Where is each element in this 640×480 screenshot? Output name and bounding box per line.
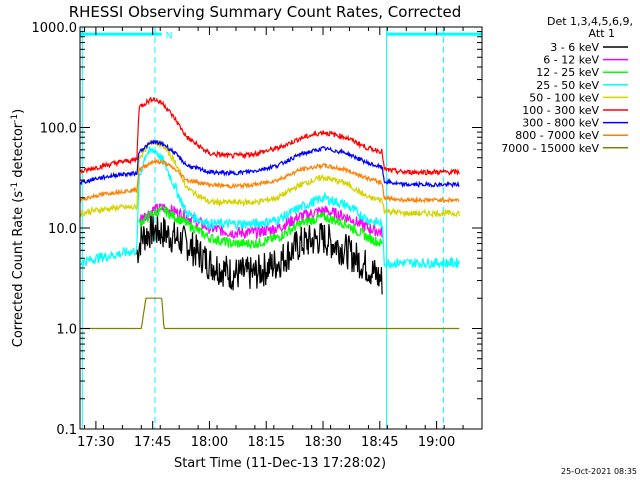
legend-label-0: 3 - 6 keV [550, 41, 599, 54]
x-tick-label-0: 17:30 [77, 435, 114, 450]
y-tick-label-0: 0.1 [56, 423, 77, 438]
legend-label-5: 100 - 300 keV [522, 104, 599, 117]
legend-label-7: 800 - 7000 keV [515, 129, 599, 142]
legend-label-4: 50 - 100 keV [529, 91, 599, 104]
series-group [79, 97, 460, 330]
y-axis-label-end: ) [11, 109, 26, 114]
series-line-2 [138, 205, 383, 249]
y-axis-label-mid: detector [11, 122, 26, 182]
x-tick-label-6: 19:00 [418, 435, 455, 450]
y-axis-label-sup2: -1 [10, 114, 20, 123]
legend-label-2: 12 - 25 keV [536, 66, 599, 79]
y-axis-label: Corrected Count Rate (s-1 detector-1) [10, 109, 26, 347]
annotation-label-0: N [166, 32, 173, 42]
series-line-6 [79, 139, 460, 189]
series-line-7 [79, 157, 460, 204]
y-tick-label-4: 1000.0 [32, 21, 78, 36]
y-tick-label-3: 100.0 [40, 122, 77, 137]
y-axis-label-main: Corrected Count Rate (s [11, 191, 26, 348]
x-tick-label-5: 18:45 [361, 435, 398, 450]
series-line-0 [136, 214, 383, 295]
legend-label-1: 6 - 12 keV [543, 54, 599, 67]
series-line-8 [80, 297, 460, 330]
y-axis-ticks: 0.1 1.0 10.0 100.0 1000.0 [32, 21, 482, 438]
x-axis-ticks: 17:30 17:45 18:00 18:15 18:30 18:45 19:00 [77, 27, 483, 450]
attenuator-markers: N [80, 27, 482, 429]
legend-label-3: 25 - 50 keV [536, 79, 599, 92]
chart-title: RHESSI Observing Summary Count Rates, Co… [69, 3, 462, 21]
series-line-1 [138, 203, 383, 241]
x-tick-label-4: 18:30 [304, 435, 341, 450]
x-tick-label-2: 18:00 [191, 435, 228, 450]
legend-header-line-2: Att 1 [589, 27, 615, 40]
series-line-5 [79, 97, 460, 176]
legend-label-8: 7000 - 15000 keV [501, 142, 599, 155]
x-axis-label: Start Time (11-Dec-13 17:28:02) [174, 456, 386, 471]
legend-header-line-1: Det 1,3,4,5,6,9, [547, 15, 633, 28]
y-tick-label-2: 10.0 [48, 222, 77, 237]
x-tick-label-1: 17:45 [134, 435, 171, 450]
x-tick-label-3: 18:15 [248, 435, 285, 450]
plot-frame [79, 26, 483, 430]
y-tick-label-1: 1.0 [56, 323, 77, 338]
y-axis-label-sup1: -1 [10, 182, 20, 191]
legend-label-6: 300 - 800 keV [522, 117, 599, 130]
footer-timestamp: 25-Oct-2021 08:35 [561, 467, 637, 476]
